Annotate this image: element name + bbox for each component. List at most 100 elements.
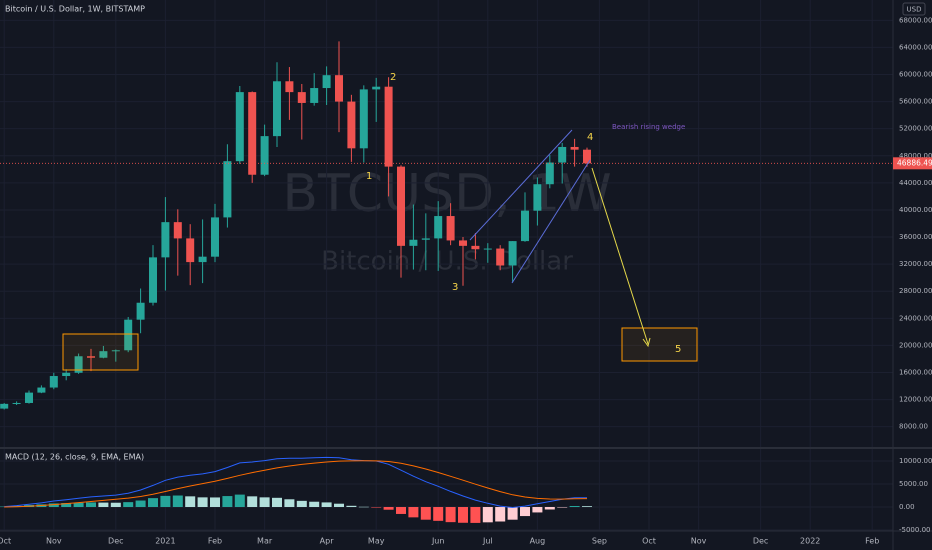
y-tick-label: 32000.00 [899, 260, 932, 268]
price-label-box [893, 157, 932, 170]
candle-body [25, 392, 33, 403]
currency[interactable]: USD [907, 6, 922, 14]
histogram-bar [507, 507, 518, 520]
x-tick-label: Jun [431, 537, 445, 546]
histogram-bar [470, 507, 481, 523]
histogram-bar [371, 507, 382, 508]
candle-body [533, 184, 542, 211]
histogram-bar [557, 507, 568, 508]
histogram-bar [334, 503, 344, 508]
y-tick-label: 8000.00 [899, 423, 928, 431]
histogram-bar [160, 495, 171, 508]
annotation: 5 [675, 344, 681, 355]
chart-title: Bitcoin / U.S. Dollar, 1W, BITSTAMP [5, 5, 145, 14]
candle-body [558, 146, 567, 163]
candle-body [359, 89, 368, 149]
y-tick-label: 60000.00 [899, 71, 932, 79]
histogram-bar [532, 507, 543, 513]
candle-body [87, 356, 95, 358]
y-tick-label: 12000.00 [899, 396, 932, 404]
histogram-bar [520, 507, 530, 517]
drawings: 1 2 3 4 5 Bearish rising wedge [62, 72, 698, 371]
x-tick-label: Jul [482, 537, 493, 546]
candle-body [211, 217, 219, 257]
x-tick-label: Oct [0, 537, 11, 546]
candle-body [471, 245, 480, 250]
histogram-bar [408, 507, 419, 518]
histogram-bar [482, 507, 493, 523]
x-tick-label: 2021 [155, 537, 175, 546]
candle-body [186, 238, 195, 263]
arrow-head [642, 337, 651, 348]
candle-body [37, 387, 46, 393]
candle-body [49, 376, 58, 388]
candle-body [459, 240, 467, 246]
candle-body [223, 161, 232, 218]
histogram-bar [210, 497, 220, 508]
histogram-bar [321, 502, 332, 508]
candle-body [347, 101, 356, 149]
candle-body [483, 248, 492, 250]
histogram-bar [433, 507, 444, 521]
x-tick-label: Feb [865, 537, 879, 546]
currency-box[interactable] [902, 2, 926, 16]
watermark-description: Bitcoin / U.S. Dollar [321, 247, 573, 277]
candle-body [372, 86, 381, 90]
candle-body [434, 216, 443, 239]
candle-body [570, 146, 579, 150]
indicator-title: MACD (12, 26, close, 9, EMA, EMA) [5, 453, 144, 462]
candle-body [260, 136, 269, 175]
y-tick-label: 24000.00 [899, 314, 932, 322]
histogram-bar [73, 502, 84, 508]
x-tick-label: Feb [208, 537, 222, 546]
y-tick-label: 20000.00 [899, 341, 932, 349]
x-tick-label: Apr [320, 537, 335, 546]
price-label: 46886.49 [897, 158, 932, 167]
candle-body [0, 403, 9, 409]
histogram-bar [346, 505, 357, 508]
arrow [591, 167, 649, 345]
candle-body [409, 239, 418, 246]
histogram-bar [458, 507, 468, 523]
wedge-line [469, 129, 573, 241]
watermark-symbol: BTCUSD, 1W [282, 164, 611, 224]
histogram-bar [445, 507, 456, 523]
histogram-bar [110, 502, 121, 508]
x-tick-label: Oct [642, 537, 656, 546]
candle-body [136, 302, 145, 320]
candle-body [285, 81, 294, 93]
x-tick-label: May [368, 537, 385, 546]
histogram-bar [172, 495, 183, 508]
candle-body [198, 256, 207, 263]
candle-body [62, 372, 71, 377]
x-tick-label: Sep [592, 537, 607, 546]
histogram-bar [259, 497, 270, 508]
candle-body [235, 92, 244, 162]
signal-line [4, 460, 588, 508]
histogram-bar [234, 494, 245, 508]
histogram-bar [544, 507, 555, 510]
candle-body [521, 210, 529, 242]
candle-body [310, 88, 319, 103]
candle-body [124, 319, 133, 351]
histogram-bar [358, 506, 369, 508]
histogram-bar [61, 503, 72, 508]
histogram-bar [247, 496, 258, 508]
candle-body [149, 257, 157, 303]
y-tick-label: -5000.00 [899, 526, 930, 534]
candle-body [496, 248, 505, 266]
histogram-bar [495, 507, 506, 522]
x-tick-label: 2022 [800, 537, 820, 546]
y-tick-label: 16000.00 [899, 369, 932, 377]
candle-body [446, 216, 455, 241]
y-tick-label: 40000.00 [899, 206, 932, 214]
annotation: 4 [587, 132, 593, 143]
watermark: BTCUSD, 1W Bitcoin / U.S. Dollar [282, 164, 611, 277]
y-tick-label: 44000.00 [899, 179, 932, 187]
candle-body [297, 92, 306, 103]
macd-line [4, 456, 587, 509]
x-tick-label: Mar [257, 537, 273, 546]
histogram-bar [383, 507, 394, 510]
x-tick-label: Nov [46, 537, 62, 546]
candle-body [74, 356, 83, 373]
